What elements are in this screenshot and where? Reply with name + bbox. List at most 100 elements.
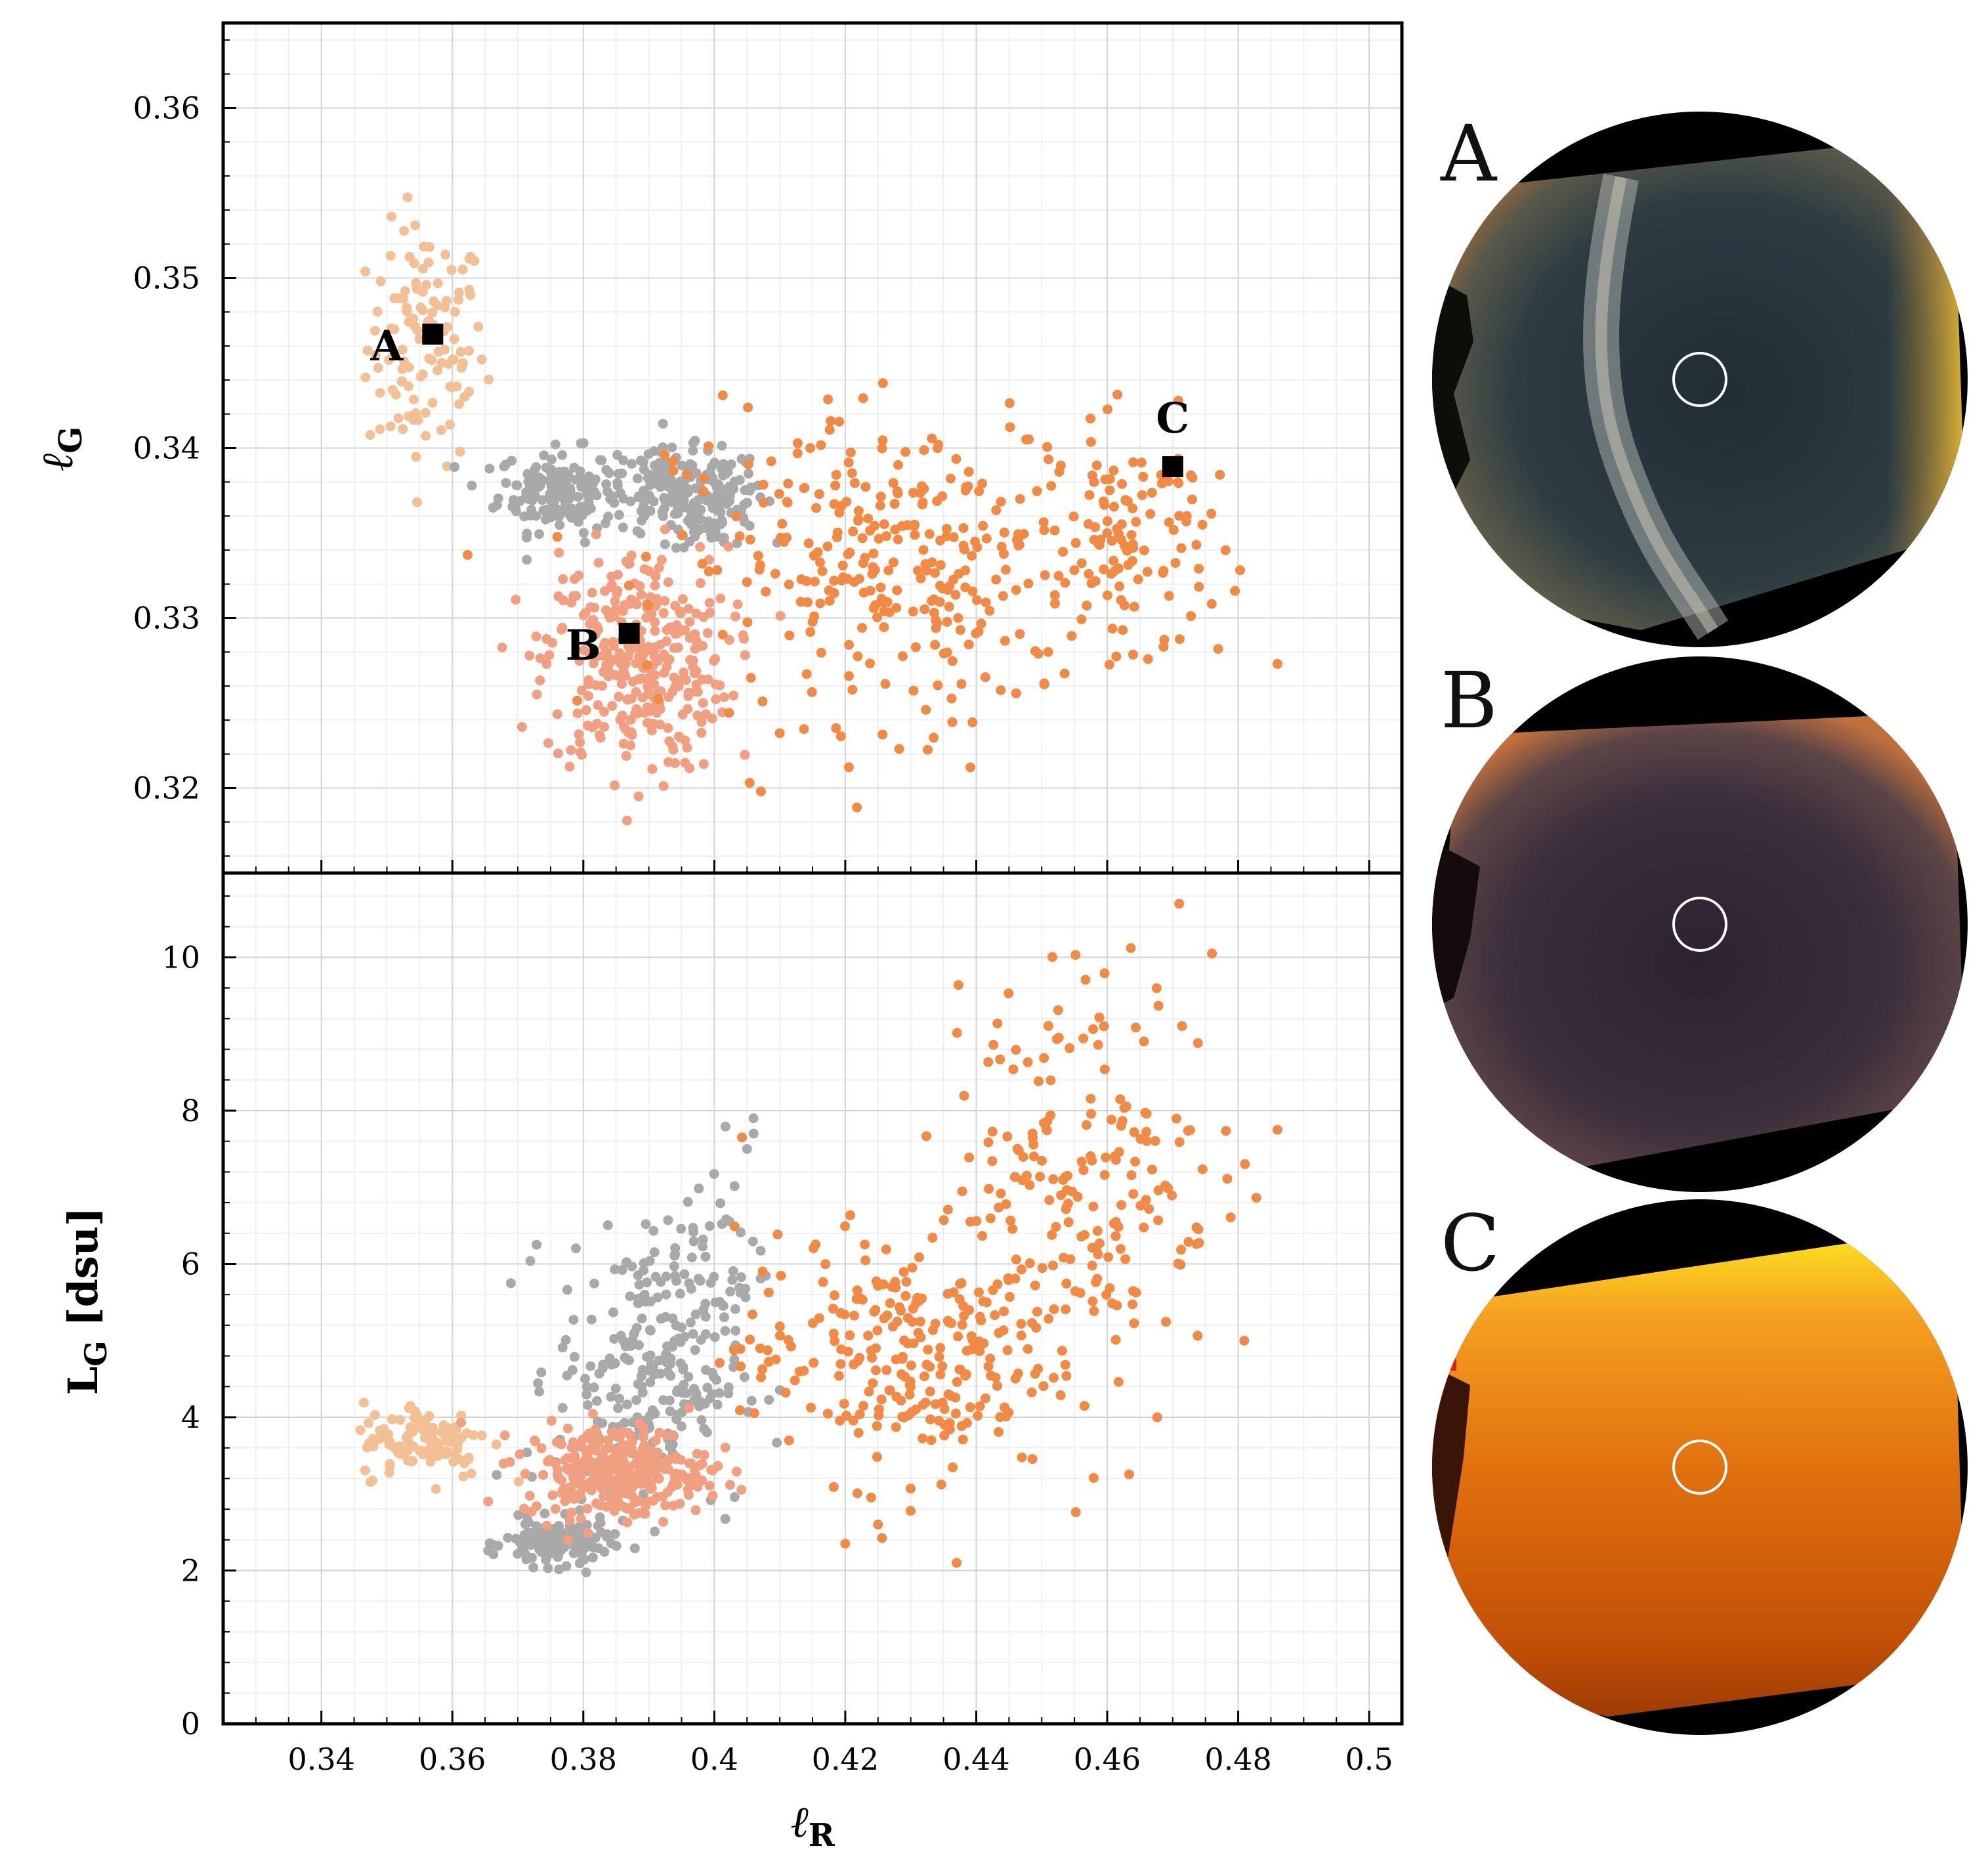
- data-point: [889, 499, 900, 509]
- data-point: [983, 1057, 994, 1067]
- data-point: [1187, 494, 1197, 505]
- data-point: [915, 488, 925, 498]
- data-point: [845, 1210, 856, 1220]
- data-point: [879, 519, 889, 530]
- data-point: [641, 1446, 651, 1457]
- data-point: [829, 1290, 839, 1300]
- data-point: [1102, 590, 1112, 601]
- data-point: [604, 881, 614, 891]
- data-point: [582, 1400, 593, 1410]
- data-point: [1173, 395, 1183, 406]
- y-tick-label: 0: [181, 1706, 200, 1741]
- data-point: [1046, 1110, 1056, 1121]
- data-point: [1120, 496, 1131, 506]
- data-point: [792, 438, 803, 448]
- data-point: [1127, 556, 1137, 566]
- data-point: [599, 586, 610, 596]
- data-point: [455, 446, 465, 457]
- data-point: [519, 511, 530, 522]
- data-point: [493, 1541, 503, 1551]
- data-point: [508, 495, 518, 505]
- data-point: [1063, 1199, 1073, 1209]
- data-point: [690, 1345, 700, 1356]
- data-point: [1070, 1286, 1080, 1296]
- data-point: [388, 351, 398, 362]
- data-point: [838, 572, 849, 583]
- data-point: [493, 493, 503, 503]
- data-point: [805, 627, 816, 637]
- data-point: [360, 372, 371, 383]
- data-point: [840, 1221, 851, 1231]
- data-point: [952, 1028, 962, 1038]
- data-point: [587, 1552, 598, 1563]
- data-point: [589, 1463, 600, 1473]
- data-point: [666, 497, 676, 507]
- data-point: [683, 1371, 694, 1382]
- data-point: [601, 1444, 611, 1455]
- data-point: [901, 1277, 912, 1287]
- data-point: [1026, 1317, 1037, 1328]
- data-point: [841, 496, 852, 507]
- marker-b-square: [618, 622, 640, 644]
- bottom-plot-frame: [221, 871, 1404, 1726]
- data-point: [823, 395, 834, 405]
- y-tick-label: 10: [161, 939, 200, 975]
- data-point: [974, 486, 984, 496]
- data-point: [554, 1564, 564, 1575]
- data-point: [1087, 1155, 1097, 1166]
- data-point: [925, 1386, 935, 1397]
- data-point: [610, 1383, 621, 1394]
- data-point: [840, 1539, 851, 1549]
- data-point: [436, 1427, 447, 1438]
- data-point: [1240, 1159, 1250, 1169]
- series-salmon: [455, 1403, 747, 1545]
- data-point: [642, 1471, 652, 1482]
- data-point: [830, 481, 841, 491]
- data-point: [737, 1132, 748, 1143]
- data-point: [581, 1567, 591, 1577]
- data-point: [965, 762, 976, 773]
- data-point: [921, 1359, 932, 1370]
- data-point: [893, 459, 904, 470]
- data-point: [772, 1229, 783, 1240]
- data-point: [1037, 1263, 1047, 1273]
- data-point: [948, 1462, 958, 1472]
- data-point: [987, 1156, 998, 1166]
- data-point: [1083, 519, 1093, 529]
- data-point: [1027, 1128, 1038, 1139]
- data-point: [724, 708, 734, 718]
- data-point: [953, 1331, 963, 1342]
- sky-a-letter: A: [1440, 108, 1498, 199]
- data-point: [1124, 1469, 1135, 1480]
- data-point: [816, 440, 826, 450]
- data-point: [1131, 517, 1141, 527]
- data-point: [763, 1345, 773, 1356]
- data-point: [835, 1308, 846, 1318]
- data-point: [1126, 943, 1136, 953]
- bottom-y-tick-labels: 0 2 4 6 8 10: [161, 939, 200, 1741]
- data-point: [635, 581, 645, 591]
- data-point: [740, 650, 750, 660]
- data-point: [1139, 1036, 1149, 1047]
- data-point: [700, 1298, 711, 1309]
- data-point: [888, 557, 899, 568]
- data-point: [1120, 1254, 1131, 1264]
- data-point: [517, 721, 527, 732]
- data-point: [746, 673, 756, 683]
- data-point: [375, 276, 386, 287]
- data-point: [1158, 565, 1169, 576]
- data-point: [683, 603, 694, 614]
- data-point: [530, 1526, 541, 1536]
- data-point: [393, 413, 404, 423]
- data-point: [688, 1236, 699, 1247]
- marker-a-label: A: [370, 322, 404, 371]
- data-point: [532, 1239, 542, 1250]
- data-point: [635, 456, 646, 466]
- data-point: [633, 791, 644, 801]
- data-point: [744, 521, 755, 531]
- data-point: [658, 511, 668, 521]
- data-point: [468, 1430, 478, 1440]
- data-point: [944, 601, 954, 612]
- sky-b-letter: B: [1441, 655, 1498, 746]
- data-point: [753, 551, 763, 561]
